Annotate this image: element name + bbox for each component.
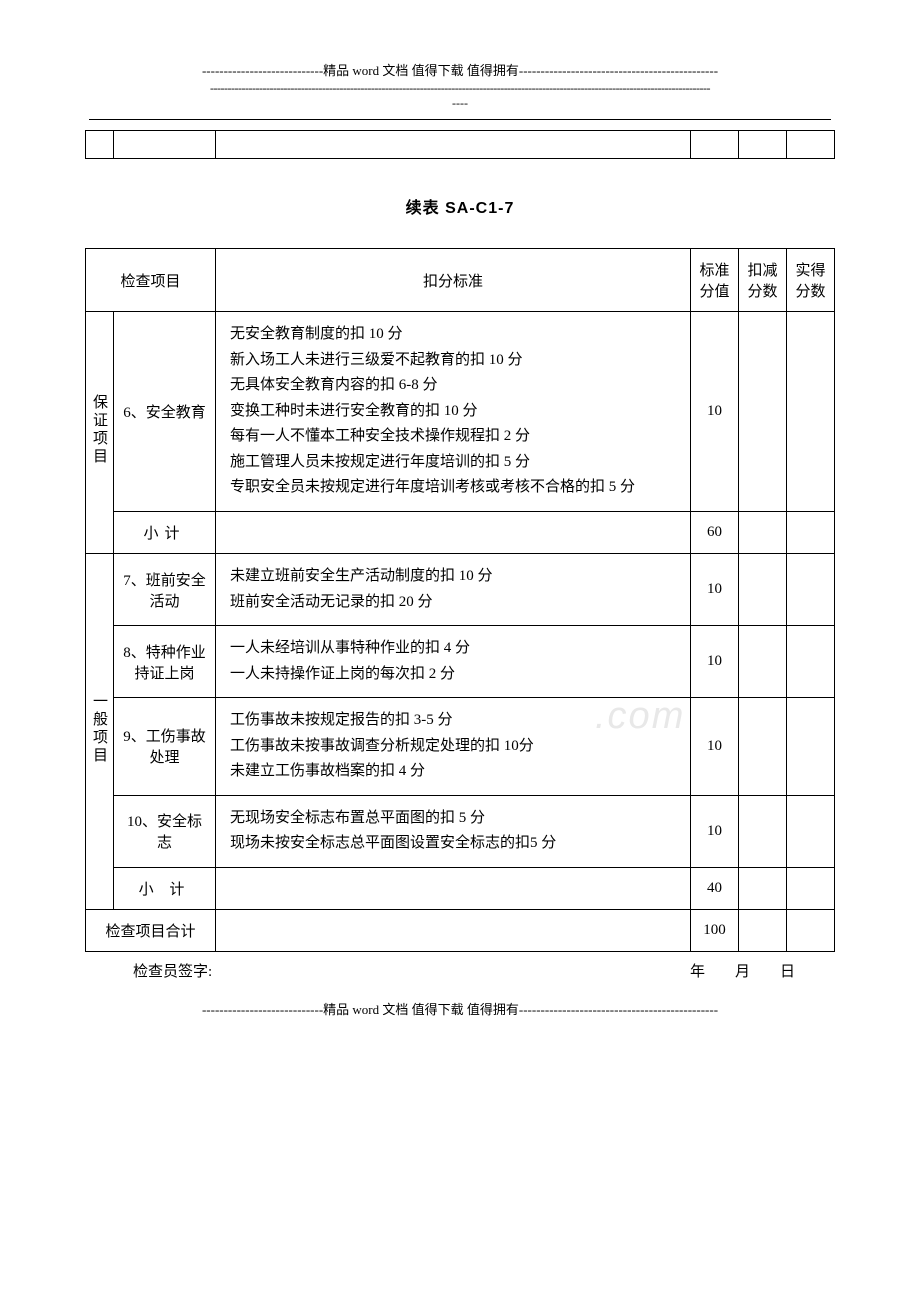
- deduct-cell: [739, 698, 787, 796]
- header-decoration-3: ----: [85, 96, 835, 111]
- subtotal-label: 小计: [114, 512, 216, 554]
- score-cell: 40: [691, 867, 739, 909]
- subtotal-row: 小 计 40: [86, 867, 835, 909]
- empty-cell: [216, 131, 691, 159]
- criteria-cell: [216, 909, 691, 951]
- deduct-cell: [739, 626, 787, 698]
- item-name: 10、安全标志: [114, 795, 216, 867]
- actual-cell: [787, 795, 835, 867]
- score-cell: 10: [691, 554, 739, 626]
- header-rule: [89, 119, 831, 120]
- item-name: 7、班前安全活动: [114, 554, 216, 626]
- header-criteria: 扣分标准: [216, 249, 691, 312]
- deduct-cell: [739, 312, 787, 512]
- score-cell: 10: [691, 626, 739, 698]
- header-check-item: 检查项目: [86, 249, 216, 312]
- deduct-cell: [739, 512, 787, 554]
- actual-cell: [787, 312, 835, 512]
- header-standard-score: 标准分值: [691, 249, 739, 312]
- signature-date: 年 月 日: [690, 960, 795, 981]
- empty-cell: [86, 131, 114, 159]
- actual-cell: [787, 626, 835, 698]
- main-inspection-table: 检查项目 扣分标准 标准分值 扣减分数 实得分数 保证项目 6、安全教育 无安全…: [85, 248, 835, 952]
- table-header-row: 检查项目 扣分标准 标准分值 扣减分数 实得分数: [86, 249, 835, 312]
- empty-cell: [787, 131, 835, 159]
- header-actual-score: 实得分数: [787, 249, 835, 312]
- deduct-cell: [739, 867, 787, 909]
- total-row: 检查项目合计 100: [86, 909, 835, 951]
- deduct-cell: [739, 909, 787, 951]
- empty-cell: [739, 131, 787, 159]
- signature-row: 检查员签字: 年 月 日: [85, 960, 835, 981]
- actual-cell: [787, 909, 835, 951]
- item-name: 6、安全教育: [114, 312, 216, 512]
- deduct-cell: [739, 795, 787, 867]
- criteria-cell: [216, 512, 691, 554]
- header-decoration-1: ----------------------------精品 word 文档 值…: [85, 60, 835, 79]
- subtotal-row: 小计 60: [86, 512, 835, 554]
- category-general: 一般项目: [86, 554, 114, 910]
- actual-cell: [787, 867, 835, 909]
- criteria-cell: 未建立班前安全生产活动制度的扣 10 分班前安全活动无记录的扣 20 分: [216, 554, 691, 626]
- header-decoration-2: ----------------------------------------…: [85, 81, 835, 96]
- table-row: 一般项目 7、班前安全活动 未建立班前安全生产活动制度的扣 10 分班前安全活动…: [86, 554, 835, 626]
- category-guarantee: 保证项目: [86, 312, 114, 554]
- item-name: 8、特种作业持证上岗: [114, 626, 216, 698]
- actual-cell: [787, 554, 835, 626]
- criteria-cell: 无现场安全标志布置总平面图的扣 5 分现场未按安全标志总平面图设置安全标志的扣5…: [216, 795, 691, 867]
- score-cell: 10: [691, 312, 739, 512]
- item-name: 9、工伤事故处理: [114, 698, 216, 796]
- total-score: 100: [691, 909, 739, 951]
- score-cell: 10: [691, 795, 739, 867]
- criteria-cell: [216, 867, 691, 909]
- header-deduct-score: 扣减分数: [739, 249, 787, 312]
- criteria-cell: 工伤事故未按规定报告的扣 3-5 分工伤事故未按事故调查分析规定处理的扣 10分…: [216, 698, 691, 796]
- deduct-cell: [739, 554, 787, 626]
- table-title: 续表 SA-C1-7: [85, 194, 835, 218]
- score-cell: 10: [691, 698, 739, 796]
- empty-cell: [114, 131, 216, 159]
- criteria-cell: 无安全教育制度的扣 10 分新入场工人未进行三级爱不起教育的扣 10 分无具体安…: [216, 312, 691, 512]
- empty-cell: [691, 131, 739, 159]
- empty-top-table: [85, 130, 835, 159]
- subtotal-label: 小 计: [114, 867, 216, 909]
- footer-decoration: ----------------------------精品 word 文档 值…: [85, 999, 835, 1018]
- table-row: 保证项目 6、安全教育 无安全教育制度的扣 10 分新入场工人未进行三级爱不起教…: [86, 312, 835, 512]
- criteria-cell: 一人未经培训从事特种作业的扣 4 分一人未持操作证上岗的每次扣 2 分: [216, 626, 691, 698]
- score-cell: 60: [691, 512, 739, 554]
- total-label: 检查项目合计: [86, 909, 216, 951]
- actual-cell: [787, 512, 835, 554]
- table-row: 9、工伤事故处理 工伤事故未按规定报告的扣 3-5 分工伤事故未按事故调查分析规…: [86, 698, 835, 796]
- table-row: 10、安全标志 无现场安全标志布置总平面图的扣 5 分现场未按安全标志总平面图设…: [86, 795, 835, 867]
- actual-cell: [787, 698, 835, 796]
- page-container: ----------------------------精品 word 文档 值…: [85, 60, 835, 1018]
- table-row: 8、特种作业持证上岗 一人未经培训从事特种作业的扣 4 分一人未持操作证上岗的每…: [86, 626, 835, 698]
- signature-label: 检查员签字:: [133, 960, 212, 981]
